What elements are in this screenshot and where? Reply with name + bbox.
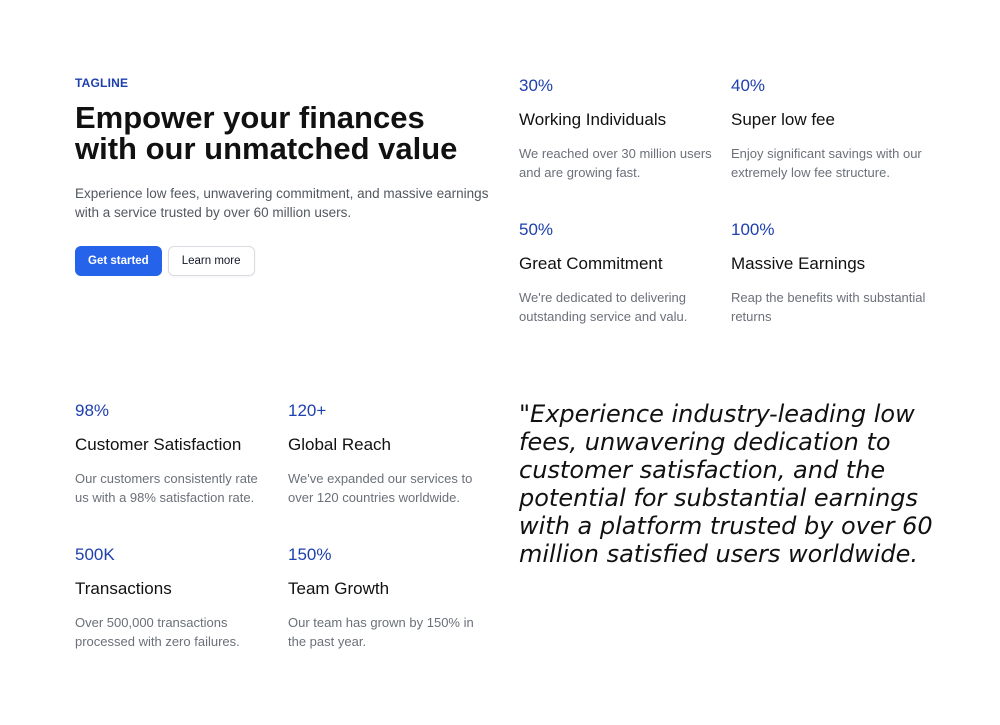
hero-title: Empower your finances with our unmatched… [75,102,495,164]
stat-value: 100% [731,220,775,239]
stat-massive-earnings: 100% Massive Earnings Reap the benefits … [731,220,931,326]
hero-title-line-1: Empower your finances [75,100,425,135]
stat-customer-satisfaction: 98% Customer Satisfaction Our customers … [75,401,275,507]
stat-title: Transactions [75,579,172,598]
stat-super-low-fee: 40% Super low fee Enjoy significant savi… [731,76,931,182]
learn-more-button[interactable]: Learn more [167,246,255,276]
stat-value: 120+ [288,401,327,420]
stat-description: Our customers consistently rate us with … [75,471,258,505]
stat-description: Our team has grown by 150% in the past y… [288,615,474,649]
cta-row: Get started Learn more [75,246,495,276]
stat-working-individuals: 30% Working Individuals We reached over … [519,76,719,182]
stat-transactions: 500K Transactions Over 500,000 transacti… [75,545,275,651]
hero-section: TAGLINE Empower your finances with our u… [75,76,495,276]
get-started-button[interactable]: Get started [75,246,162,276]
stat-value: 50% [519,220,554,239]
stat-title: Team Growth [288,579,390,598]
hero-title-line-2: with our unmatched value [75,131,458,166]
stat-value: 150% [288,545,332,564]
stat-title: Working Individuals [519,110,667,129]
stat-team-growth: 150% Team Growth Our team has grown by 1… [288,545,488,651]
stat-title: Super low fee [731,110,835,129]
stat-description: Reap the benefits with substantial retur… [731,290,926,324]
stat-global-reach: 120+ Global Reach We've expanded our ser… [288,401,488,507]
stat-description: We reached over 30 million users and are… [519,146,712,180]
stat-description: We're dedicated to delivering outstandin… [519,290,688,324]
stat-title: Customer Satisfaction [75,435,242,454]
hero-description: Experience low fees, unwavering commitme… [75,186,489,220]
tagline: TAGLINE [75,76,129,90]
stat-title: Great Commitment [519,254,663,273]
stat-description: Enjoy significant savings with our extre… [731,146,922,180]
stat-value: 40% [731,76,766,95]
stat-description: We've expanded our services to over 120 … [288,471,473,505]
stat-great-commitment: 50% Great Commitment We're dedicated to … [519,220,719,326]
stat-value: 500K [75,545,115,564]
stat-value: 98% [75,401,110,420]
stat-description: Over 500,000 transactions processed with… [75,615,240,649]
stat-title: Massive Earnings [731,254,866,273]
testimonial-quote: "Experience industry-leading low fees, u… [519,400,933,568]
stat-value: 30% [519,76,554,95]
stat-title: Global Reach [288,435,392,454]
